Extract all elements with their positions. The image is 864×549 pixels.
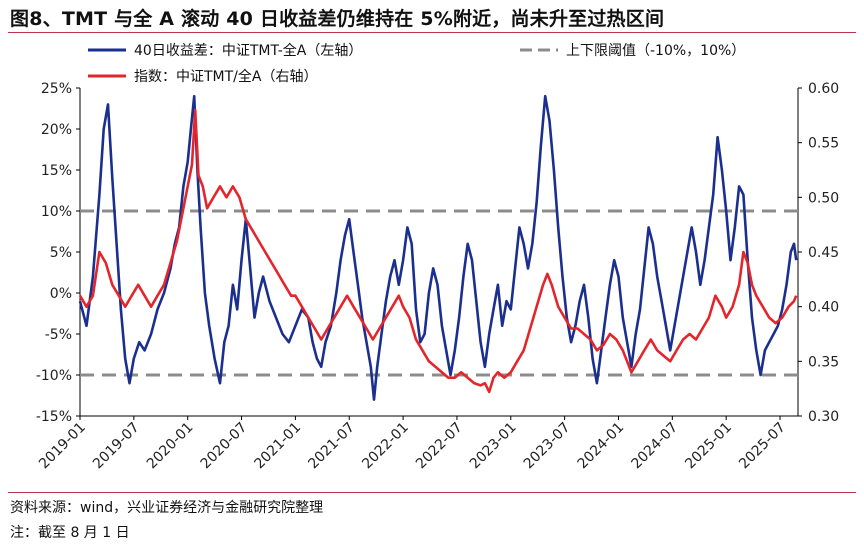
spread-series-line [78,94,798,401]
y-left-tick-label: -15% [36,409,72,425]
index-series-line [78,108,798,394]
y-left-tick-label: 10% [41,204,72,220]
x-tick-label: 2023-01 [467,420,520,473]
source-note: 资料来源：wind，兴业证券经济与金融研究院整理 [10,500,324,516]
y-left-tick-label: -10% [36,368,72,384]
x-tick-label: 2021-07 [305,420,358,473]
x-tick-label: 2022-07 [413,420,466,473]
x-tick-label: 2022-01 [359,420,412,473]
y-right-tick-label: 0.55 [808,136,839,152]
y-right-tick-label: 0.50 [808,190,839,206]
x-tick-label: 2020-07 [198,420,251,473]
x-tick-label: 2019-07 [90,420,143,473]
y-right-tick-label: 0.40 [808,300,839,316]
legend-index-label: 指数：中证TMT/全A（右轴） [134,68,317,85]
x-tick-label: 2024-01 [575,420,628,473]
date-note: 注：截至 8 月 1 日 [10,525,130,541]
y-left-tick-label: 15% [41,163,72,179]
y-left-tick-label: -5% [45,327,72,343]
x-tick-label: 2025-07 [736,420,789,473]
y-left-tick-label: 25% [41,81,72,97]
x-tick-label: 2019-01 [36,420,89,473]
title-rule [8,32,856,33]
y-left-tick-label: 20% [41,122,72,138]
x-tick-label: 2023-07 [521,420,574,473]
y-left-tick-label: 5% [50,245,72,261]
y-right-tick-label: 0.60 [808,81,839,97]
legend: 40日收益差：中证TMT-全A（左轴） 上下限阈值（-10%，10%） 指数：中证T… [88,42,745,85]
legend-spread-label: 40日收益差：中证TMT-全A（左轴） [134,42,362,59]
y-right-tick-label: 0.45 [808,245,839,261]
series-lines-group [78,94,798,401]
y-right-tick-label: 0.30 [808,409,839,425]
chart-title: 图8、TMT 与全 A 滚动 40 日收益差仍维持在 5%附近，尚未升至过热区间 [10,8,665,30]
legend-threshold-label: 上下限阈值（-10%，10%） [566,43,745,59]
x-tick-label: 2020-01 [144,420,197,473]
y-left-tick-label: 0% [50,286,72,302]
y-right-tick-label: 0.35 [808,354,839,370]
x-tick-label: 2021-01 [252,420,305,473]
footer-rule [8,492,856,493]
x-tick-label: 2024-07 [628,420,681,473]
x-tick-label: 2025-01 [682,420,735,473]
